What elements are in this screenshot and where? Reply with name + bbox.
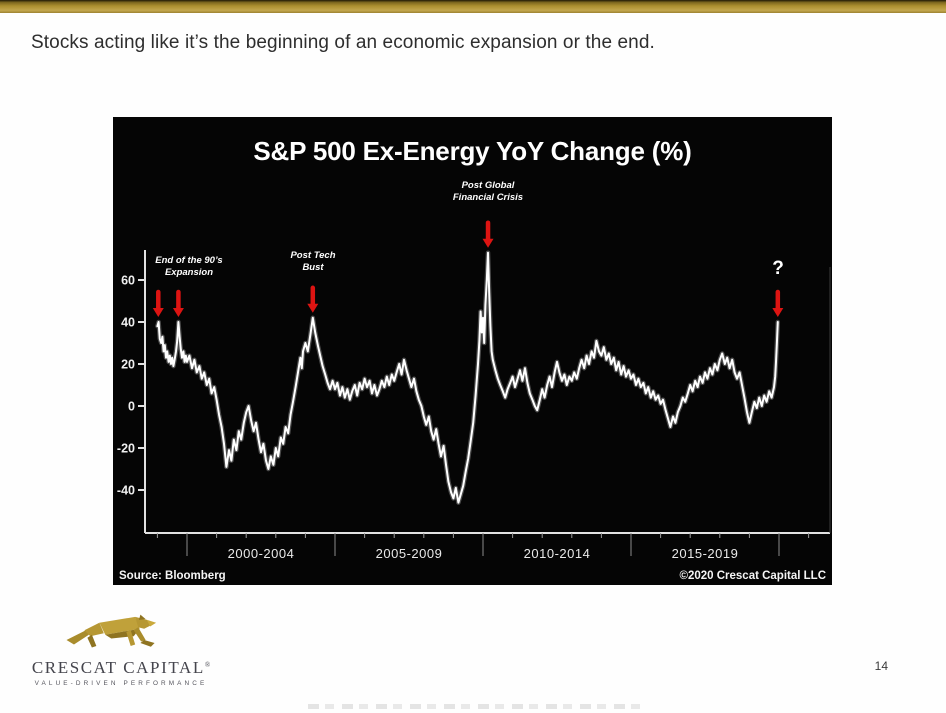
annotation-line: Post Global [461,180,515,191]
chart-panel: 60 40 20 0 -20 -40 2000-2004 2005-2009 2010-2014… [113,117,832,585]
chart-plot: 60 40 20 0 -20 -40 2000-2004 2005-2009 2010-2014… [117,220,831,561]
svg-text:0: 0 [128,400,135,414]
registered-mark: ® [204,661,211,669]
annotation-end-of-90s: End of the 90’s Expansion [127,255,251,280]
logo-wordmark: CRESCAT CAPITAL® [28,658,214,678]
top-accent-bar [0,0,946,13]
annotation-line: Expansion [164,267,214,279]
svg-text:2010-2014: 2010-2014 [524,546,591,561]
annotation-line: Bust [302,262,324,274]
annotation-question-mark: ? [772,258,784,279]
page-number: 14 [874,659,888,673]
slide-heading: Stocks acting like it’s the beginning of… [31,32,655,53]
crescat-capital-logo: CRESCAT CAPITAL® VALUE-DRIVEN PERFORMANC… [28,612,214,687]
annotation-line: Financial Crisis [452,192,524,204]
annotation-line: End of the 90’s [155,255,223,266]
annotation-line: Post Tech [290,250,336,261]
svg-text:-40: -40 [117,484,135,498]
svg-text:2000-2004: 2000-2004 [228,546,295,561]
annotation-post-gfc: Post Global Financial Crisis [428,180,548,205]
logo-name-text: CRESCAT CAPITAL [31,658,205,677]
chart-title: S&P 500 Ex-Energy YoY Change (%) [253,136,692,166]
svg-text:20: 20 [121,358,135,372]
svg-text:40: 40 [121,316,135,330]
svg-text:2005-2009: 2005-2009 [376,546,443,561]
svg-text:-20: -20 [117,442,135,456]
cougar-logo-icon [66,614,157,648]
annotation-post-tech-bust: Post Tech Bust [273,250,353,275]
chart-source: Source: Bloomberg [119,570,226,582]
clipped-caption-remnant [308,704,640,709]
svg-text:2015-2019: 2015-2019 [672,546,739,561]
svg-text:60: 60 [121,274,135,288]
chart-copyright: ©2020 Crescat Capital LLC [679,570,826,582]
logo-tagline: VALUE-DRIVEN PERFORMANCE [34,680,208,687]
